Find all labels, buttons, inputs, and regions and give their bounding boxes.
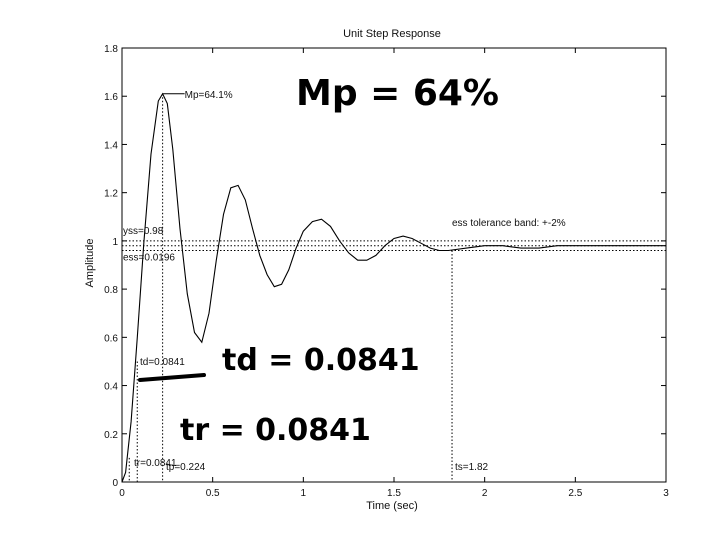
ess-label: ess=0.0196	[123, 253, 175, 264]
y-tick-label: 0.2	[104, 430, 118, 441]
yss-label: yss=0.98	[123, 226, 164, 237]
x-axis-ticks: 0 0.5 1 1.5 2 2.5 3	[119, 48, 669, 499]
handwritten-tr: tr = 0.0841	[180, 413, 371, 448]
td-label: td=0.0841	[140, 357, 185, 368]
x-tick-label: 1.5	[387, 488, 401, 499]
x-tick-label: 0.5	[206, 488, 220, 499]
y-tick-label: 1.2	[104, 189, 118, 200]
x-tick-label: 0	[119, 488, 125, 499]
y-axis-label: Amplitude	[84, 239, 96, 288]
y-tick-label: 1.6	[104, 92, 118, 103]
handwritten-underline	[138, 373, 206, 382]
handwritten-notes: Mp = 64% td = 0.0841 tr = 0.0841	[138, 73, 499, 448]
ts-label: ts=1.82	[455, 462, 489, 473]
handwritten-mp: Mp = 64%	[296, 73, 499, 114]
y-tick-label: 1	[112, 237, 118, 248]
chart-title: Unit Step Response	[343, 28, 441, 40]
x-tick-label: 1	[301, 488, 307, 499]
y-tick-label: 0	[112, 478, 118, 489]
annotation-guides	[122, 93, 666, 482]
tp-label: tp=0.224	[166, 462, 206, 473]
y-tick-label: 1.4	[104, 140, 118, 151]
y-tick-label: 0.6	[104, 333, 118, 344]
annotation-labels: Mp=64.1% yss=0.98 ess=0.0196 ess tolerance …	[123, 90, 566, 473]
step-response-line	[121, 92, 666, 483]
tr-label: tr=0.0841	[134, 458, 177, 469]
x-axis-label: Time (sec)	[366, 500, 418, 512]
y-tick-label: 1.8	[104, 44, 118, 55]
y-axis-ticks: 0 0.2 0.4 0.6 0.8 1 1.2 1.4 1.6 1.8	[104, 44, 666, 489]
y-tick-label: 0.8	[104, 285, 118, 296]
band-label: ess tolerance band: +-2%	[452, 218, 566, 229]
x-tick-label: 3	[663, 488, 669, 499]
handwritten-td: td = 0.0841	[222, 343, 420, 378]
mp-label: Mp=64.1%	[185, 90, 233, 101]
y-tick-label: 0.4	[104, 382, 118, 393]
x-tick-label: 2.5	[568, 488, 582, 499]
x-tick-label: 2	[482, 488, 488, 499]
